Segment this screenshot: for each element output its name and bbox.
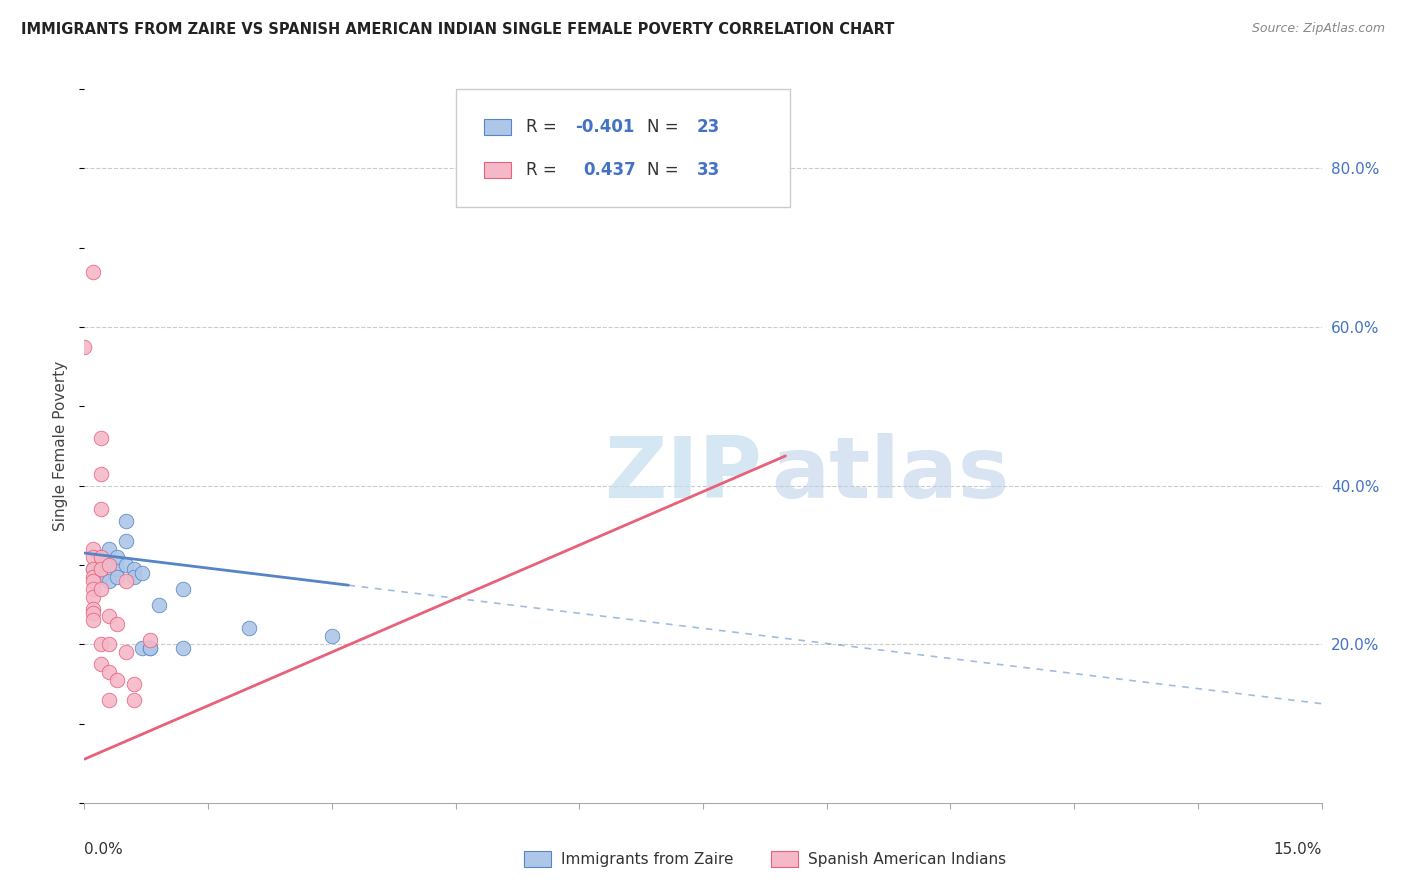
Text: Spanish American Indians: Spanish American Indians xyxy=(808,852,1007,867)
Point xyxy=(105,673,128,687)
Text: 33: 33 xyxy=(697,161,720,178)
Text: R =: R = xyxy=(526,118,562,136)
Text: N =: N = xyxy=(647,118,685,136)
Point xyxy=(73,340,96,354)
Point xyxy=(82,549,104,564)
Point xyxy=(98,558,121,572)
Point xyxy=(98,665,121,679)
Point xyxy=(321,629,343,643)
Point xyxy=(82,606,104,620)
Point xyxy=(90,502,112,516)
Point xyxy=(82,264,104,278)
Point xyxy=(131,566,153,580)
Point xyxy=(82,542,104,557)
Point xyxy=(139,641,162,656)
Point xyxy=(114,645,136,659)
Y-axis label: Single Female Poverty: Single Female Poverty xyxy=(53,361,69,531)
FancyBboxPatch shape xyxy=(484,162,512,178)
Point xyxy=(238,621,260,635)
Point xyxy=(82,601,104,615)
Point xyxy=(114,514,136,528)
Point xyxy=(98,574,121,588)
Point xyxy=(105,562,128,576)
Text: IMMIGRANTS FROM ZAIRE VS SPANISH AMERICAN INDIAN SINGLE FEMALE POVERTY CORRELATI: IMMIGRANTS FROM ZAIRE VS SPANISH AMERICA… xyxy=(21,22,894,37)
Point xyxy=(82,590,104,604)
Text: 0.437: 0.437 xyxy=(583,161,636,178)
Text: atlas: atlas xyxy=(770,433,1010,516)
Point xyxy=(114,534,136,549)
Point xyxy=(82,574,104,588)
Point xyxy=(139,633,162,648)
Point xyxy=(139,641,162,656)
Point xyxy=(82,570,104,584)
Point xyxy=(749,137,772,152)
FancyBboxPatch shape xyxy=(456,89,790,207)
Point xyxy=(82,562,104,576)
Point xyxy=(122,562,145,576)
Text: 0.0%: 0.0% xyxy=(84,842,124,857)
Point xyxy=(82,582,104,596)
Text: Immigrants from Zaire: Immigrants from Zaire xyxy=(561,852,733,867)
Point xyxy=(172,582,194,596)
Text: -0.401: -0.401 xyxy=(575,118,636,136)
Point xyxy=(90,637,112,651)
FancyBboxPatch shape xyxy=(484,120,512,135)
Point xyxy=(90,657,112,671)
Text: Source: ZipAtlas.com: Source: ZipAtlas.com xyxy=(1251,22,1385,36)
FancyBboxPatch shape xyxy=(770,851,799,867)
Point xyxy=(98,542,121,557)
Point xyxy=(105,617,128,632)
Point xyxy=(105,570,128,584)
Point xyxy=(114,574,136,588)
Point xyxy=(98,609,121,624)
Point xyxy=(122,692,145,706)
Point xyxy=(90,562,112,576)
Text: 15.0%: 15.0% xyxy=(1274,842,1322,857)
Point xyxy=(90,431,112,445)
Point xyxy=(122,677,145,691)
Point xyxy=(82,562,104,576)
Point xyxy=(131,641,153,656)
Point xyxy=(172,641,194,656)
Point xyxy=(98,558,121,572)
FancyBboxPatch shape xyxy=(523,851,551,867)
Point xyxy=(90,549,112,564)
Point xyxy=(114,558,136,572)
Point xyxy=(98,692,121,706)
Text: R =: R = xyxy=(526,161,567,178)
Point xyxy=(90,582,112,596)
Point xyxy=(90,549,112,564)
Point xyxy=(90,467,112,481)
Point xyxy=(148,598,170,612)
Point xyxy=(105,549,128,564)
Point xyxy=(98,637,121,651)
Text: ZIP: ZIP xyxy=(605,433,762,516)
Text: N =: N = xyxy=(647,161,685,178)
Point xyxy=(90,570,112,584)
Point xyxy=(122,570,145,584)
Text: 23: 23 xyxy=(697,118,720,136)
Point xyxy=(82,614,104,628)
